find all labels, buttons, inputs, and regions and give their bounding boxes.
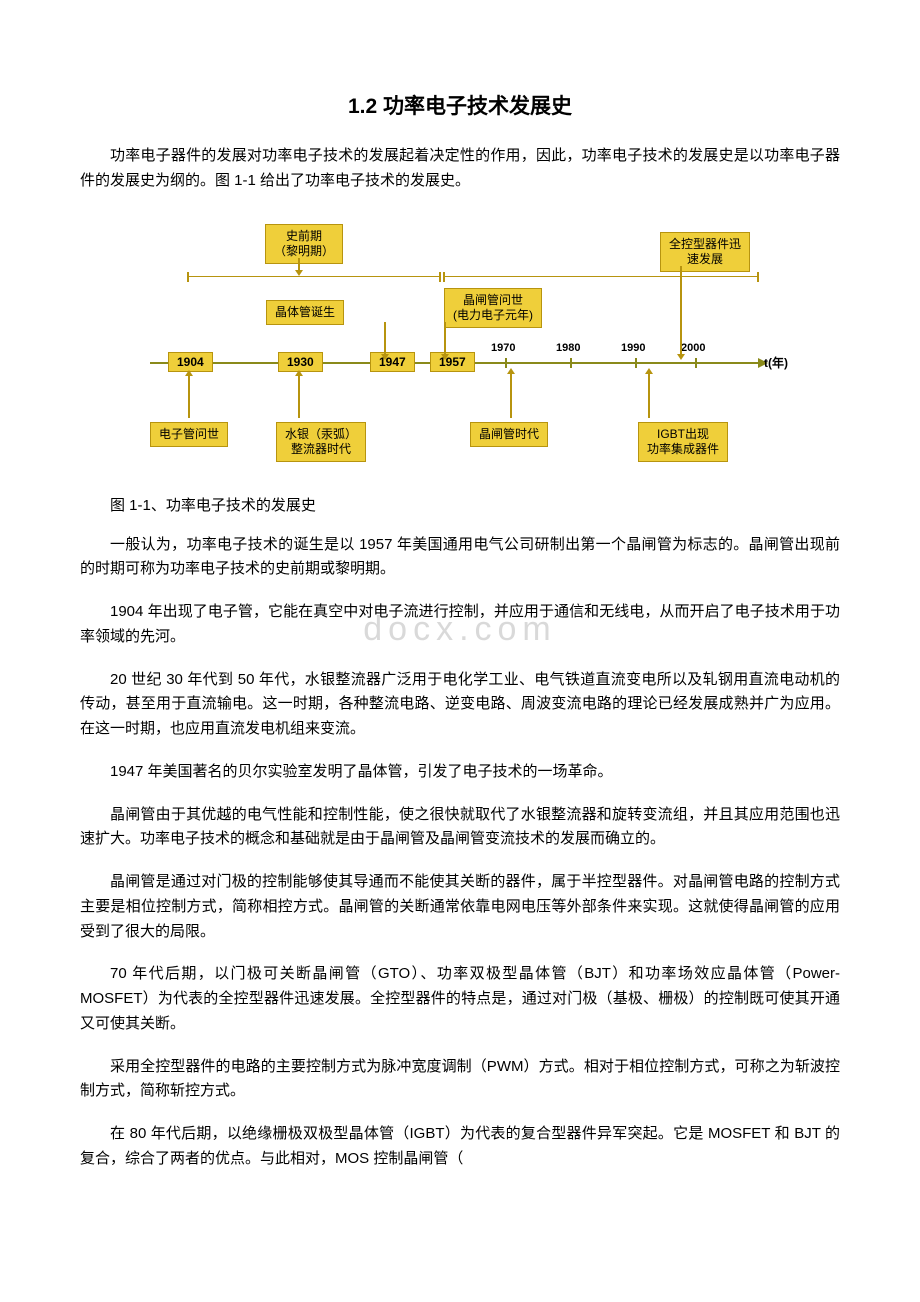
year-box: 1904 — [168, 352, 213, 372]
callout-pin — [444, 322, 446, 356]
pin-arrow-icon — [295, 370, 303, 376]
paragraph-8: 采用全控型器件的电路的主要控制方式为脉冲宽度调制（PWM）方式。相对于相位控制方… — [80, 1055, 840, 1105]
range-end — [439, 272, 441, 282]
callout-box: 晶闸管时代 — [470, 422, 548, 447]
range-bar — [444, 276, 758, 278]
range-bar — [188, 276, 440, 278]
pin-arrow-icon — [507, 368, 515, 374]
paragraph-6: 晶闸管是通过对门极的控制能够使其导通而不能使其关断的器件，属于半控型器件。对晶闸… — [80, 870, 840, 944]
callout-box: 电子管问世 — [150, 422, 228, 447]
callout-box: 史前期（黎明期） — [265, 224, 343, 264]
callout-pin — [188, 372, 190, 418]
callout-pin — [384, 322, 386, 356]
callout-pin — [510, 370, 512, 418]
year-box: 1947 — [370, 352, 415, 372]
pin-arrow-icon — [441, 354, 449, 360]
pin-arrow-icon — [645, 368, 653, 374]
range-end — [443, 272, 445, 282]
paragraph-7: 70 年代后期，以门极可关断晶闸管（GTO）、功率双极型晶体管（BJT）和功率场… — [80, 962, 840, 1036]
axis-tick-label: 2000 — [681, 342, 705, 354]
callout-box: 全控型器件迅速发展 — [660, 232, 750, 272]
callout-box: 晶闸管问世(电力电子元年) — [444, 288, 542, 328]
year-box: 1957 — [430, 352, 475, 372]
figure-caption: 图 1-1、功率电子技术的发展史 — [80, 494, 840, 515]
callout-box: 晶体管诞生 — [266, 300, 344, 325]
axis-tick-label: 1980 — [556, 342, 580, 354]
pin-arrow-icon — [381, 354, 389, 360]
paragraph-3: 20 世纪 30 年代到 50 年代，水银整流器广泛用于电化学工业、电气铁道直流… — [80, 668, 840, 742]
axis-tick-label: 1970 — [491, 342, 515, 354]
paragraph-9: 在 80 年代后期，以绝缘栅极双极型晶体管（IGBT）为代表的复合型器件异军突起… — [80, 1122, 840, 1172]
callout-box: IGBT出现功率集成器件 — [638, 422, 728, 462]
callout-pin — [298, 372, 300, 418]
axis-tick-label: 1990 — [621, 342, 645, 354]
paragraph-2: 1904 年出现了电子管，它能在真空中对电子流进行控制，并应用于通信和无线电，从… — [80, 600, 840, 650]
year-box: 1930 — [278, 352, 323, 372]
axis-label: t(年) — [764, 354, 788, 371]
intro-paragraph: 功率电子器件的发展对功率电子技术的发展起着决定性的作用，因此，功率电子技术的发展… — [80, 144, 840, 194]
axis-tick — [695, 358, 697, 368]
axis-tick — [635, 358, 637, 368]
range-end — [187, 272, 189, 282]
paragraph-1: 一般认为，功率电子技术的诞生是以 1957 年美国通用电气公司研制出第一个晶闸管… — [80, 533, 840, 583]
callout-box: 水银（汞弧）整流器时代 — [276, 422, 366, 462]
timeline-diagram: t(年)19041930194719571970198019902000史前期（… — [140, 212, 780, 472]
range-end — [757, 272, 759, 282]
callout-pin — [648, 370, 650, 418]
axis-tick — [570, 358, 572, 368]
axis-tick — [505, 358, 507, 368]
paragraph-5: 晶闸管由于其优越的电气性能和控制性能，使之很快就取代了水银整流器和旋转变流组，并… — [80, 803, 840, 853]
paragraph-4: 1947 年美国著名的贝尔实验室发明了晶体管，引发了电子技术的一场革命。 — [80, 760, 840, 785]
pin-arrow-icon — [295, 270, 303, 276]
callout-pin — [680, 266, 682, 356]
page-title: 1.2 功率电子技术发展史 — [80, 90, 840, 120]
pin-arrow-icon — [185, 370, 193, 376]
pin-arrow-icon — [677, 354, 685, 360]
